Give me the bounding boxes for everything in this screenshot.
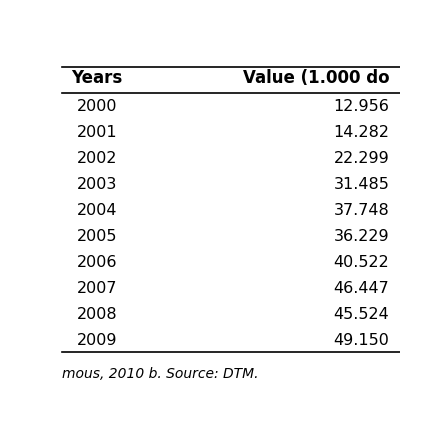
Text: 2008: 2008 <box>76 307 117 322</box>
Text: 2006: 2006 <box>76 255 117 270</box>
Text: 2002: 2002 <box>76 151 117 166</box>
Text: 14.282: 14.282 <box>333 125 389 140</box>
Text: mous, 2010 b. Source: DTM.: mous, 2010 b. Source: DTM. <box>62 368 259 381</box>
Text: 2007: 2007 <box>76 281 117 296</box>
Text: 40.522: 40.522 <box>333 255 389 270</box>
Text: 12.956: 12.956 <box>333 99 389 115</box>
Text: 49.150: 49.150 <box>333 333 389 348</box>
Text: 46.447: 46.447 <box>333 281 389 296</box>
Text: 45.524: 45.524 <box>333 307 389 322</box>
Text: Years: Years <box>71 70 123 87</box>
Text: 22.299: 22.299 <box>333 151 389 166</box>
Text: 2004: 2004 <box>76 203 117 218</box>
Text: 2000: 2000 <box>76 99 117 115</box>
Text: 2009: 2009 <box>76 333 117 348</box>
Text: 36.229: 36.229 <box>333 229 389 244</box>
Text: 2001: 2001 <box>76 125 117 140</box>
Text: 37.748: 37.748 <box>333 203 389 218</box>
Text: 2005: 2005 <box>76 229 117 244</box>
Text: 2003: 2003 <box>77 177 117 192</box>
Text: Value (1.000 do: Value (1.000 do <box>243 70 389 87</box>
Text: 31.485: 31.485 <box>333 177 389 192</box>
